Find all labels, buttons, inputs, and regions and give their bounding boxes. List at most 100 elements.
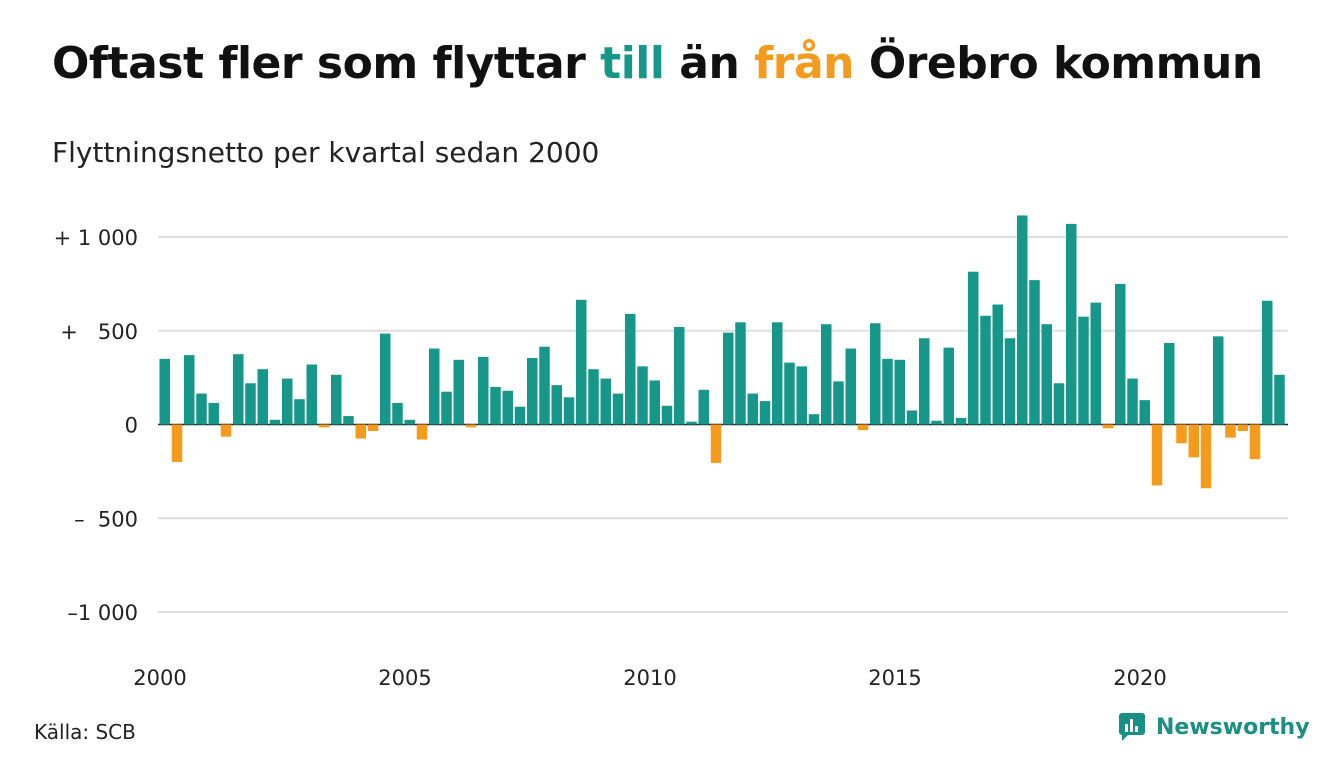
- bar: [600, 378, 611, 425]
- bar: [894, 359, 905, 425]
- bar: [870, 323, 881, 425]
- bar: [833, 381, 844, 425]
- bar: [208, 402, 219, 425]
- bar: [1249, 424, 1261, 460]
- bar: [220, 424, 232, 437]
- bar: [159, 358, 170, 425]
- chart-title: Oftast fler som flyttar till än från Öre…: [52, 38, 1263, 89]
- bar: [1200, 424, 1212, 489]
- bar: [821, 324, 832, 425]
- x-tick-label: 2000: [133, 666, 186, 690]
- bar: [992, 304, 1003, 425]
- bar: [355, 424, 366, 439]
- bar: [1225, 424, 1236, 438]
- newsworthy-chart-logo-icon: [1119, 713, 1145, 741]
- bar: [1066, 223, 1077, 425]
- x-axis-labels: 2000 2005 2010 2015 2020: [133, 666, 1166, 690]
- bar: [698, 389, 709, 425]
- title-highlight-till: till: [600, 38, 665, 89]
- bar: [723, 332, 734, 425]
- x-tick-label: 2015: [868, 666, 921, 690]
- bar: [955, 417, 967, 425]
- bar: [1017, 215, 1028, 425]
- bar: [649, 380, 660, 425]
- bar: [772, 322, 783, 425]
- title-part-3: Örebro kommun: [868, 38, 1263, 89]
- bar: [563, 397, 575, 425]
- bar: [416, 424, 428, 440]
- bar: [931, 420, 942, 425]
- y-axis-labels: + 1 000 + 500 0 – 500 –1 000: [54, 226, 138, 625]
- bar: [392, 402, 403, 425]
- bar: [478, 357, 489, 425]
- bar: [906, 410, 918, 425]
- bar: [429, 348, 440, 425]
- bar: [674, 327, 685, 425]
- y-tick-label: + 500: [60, 320, 138, 344]
- y-tick-label: –1 000: [67, 601, 138, 625]
- y-tick-label: – 500: [74, 507, 138, 531]
- bar: [625, 313, 636, 425]
- title-part-2: än: [679, 38, 740, 89]
- bar: [1004, 338, 1016, 425]
- bar: [1078, 316, 1089, 425]
- title-highlight-fran: från: [754, 38, 854, 89]
- bar: [441, 391, 452, 425]
- bar: [661, 405, 673, 425]
- bar: [1237, 424, 1248, 432]
- bar: [343, 416, 354, 425]
- bar: [294, 399, 305, 425]
- bar: [980, 315, 991, 425]
- bar: [796, 366, 807, 425]
- bar: [1115, 283, 1126, 425]
- bar: [1053, 383, 1065, 425]
- bar: [318, 424, 330, 428]
- x-tick-label: 2020: [1113, 666, 1166, 690]
- bar: [1188, 424, 1199, 458]
- bar: [184, 355, 195, 425]
- bar: [539, 346, 550, 425]
- bar: [784, 362, 795, 425]
- bar: [196, 393, 207, 425]
- bar: [845, 348, 856, 425]
- bar: [233, 354, 244, 425]
- y-tick-label: 0: [125, 414, 138, 438]
- bar: [612, 393, 624, 425]
- bar: [490, 387, 501, 425]
- bar: [1262, 300, 1273, 425]
- bar: [808, 414, 820, 425]
- bar: [245, 383, 256, 425]
- bar: [514, 406, 526, 425]
- bar: [759, 401, 771, 425]
- bar: [943, 347, 954, 425]
- bar: [282, 378, 293, 425]
- chart-subtitle: Flyttningsnetto per kvartal sedan 2000: [52, 136, 600, 169]
- bar: [367, 424, 379, 432]
- bar: [710, 424, 722, 463]
- y-tick-label: + 1 000: [54, 226, 138, 250]
- bar: [380, 333, 391, 425]
- source-note: Källa: SCB: [34, 720, 136, 744]
- bars: [159, 215, 1285, 489]
- bar: [882, 358, 893, 425]
- bar: [637, 366, 648, 425]
- bar: [171, 424, 183, 462]
- bar: [269, 419, 281, 425]
- bar: [551, 385, 562, 425]
- bar: [453, 359, 464, 425]
- bar: [1090, 302, 1101, 425]
- bar: [1151, 424, 1163, 486]
- brand-name: Newsworthy: [1156, 714, 1310, 740]
- bar: [306, 364, 317, 425]
- bar: [1176, 424, 1187, 444]
- x-tick-label: 2010: [623, 666, 676, 690]
- bar: [331, 374, 342, 425]
- bar: [1139, 400, 1150, 425]
- title-part-1: Oftast fler som flyttar: [52, 38, 586, 89]
- bar: [576, 299, 587, 425]
- x-tick-label: 2005: [378, 666, 431, 690]
- bar: [257, 369, 268, 425]
- bar: [1164, 342, 1175, 425]
- bar: [527, 357, 538, 425]
